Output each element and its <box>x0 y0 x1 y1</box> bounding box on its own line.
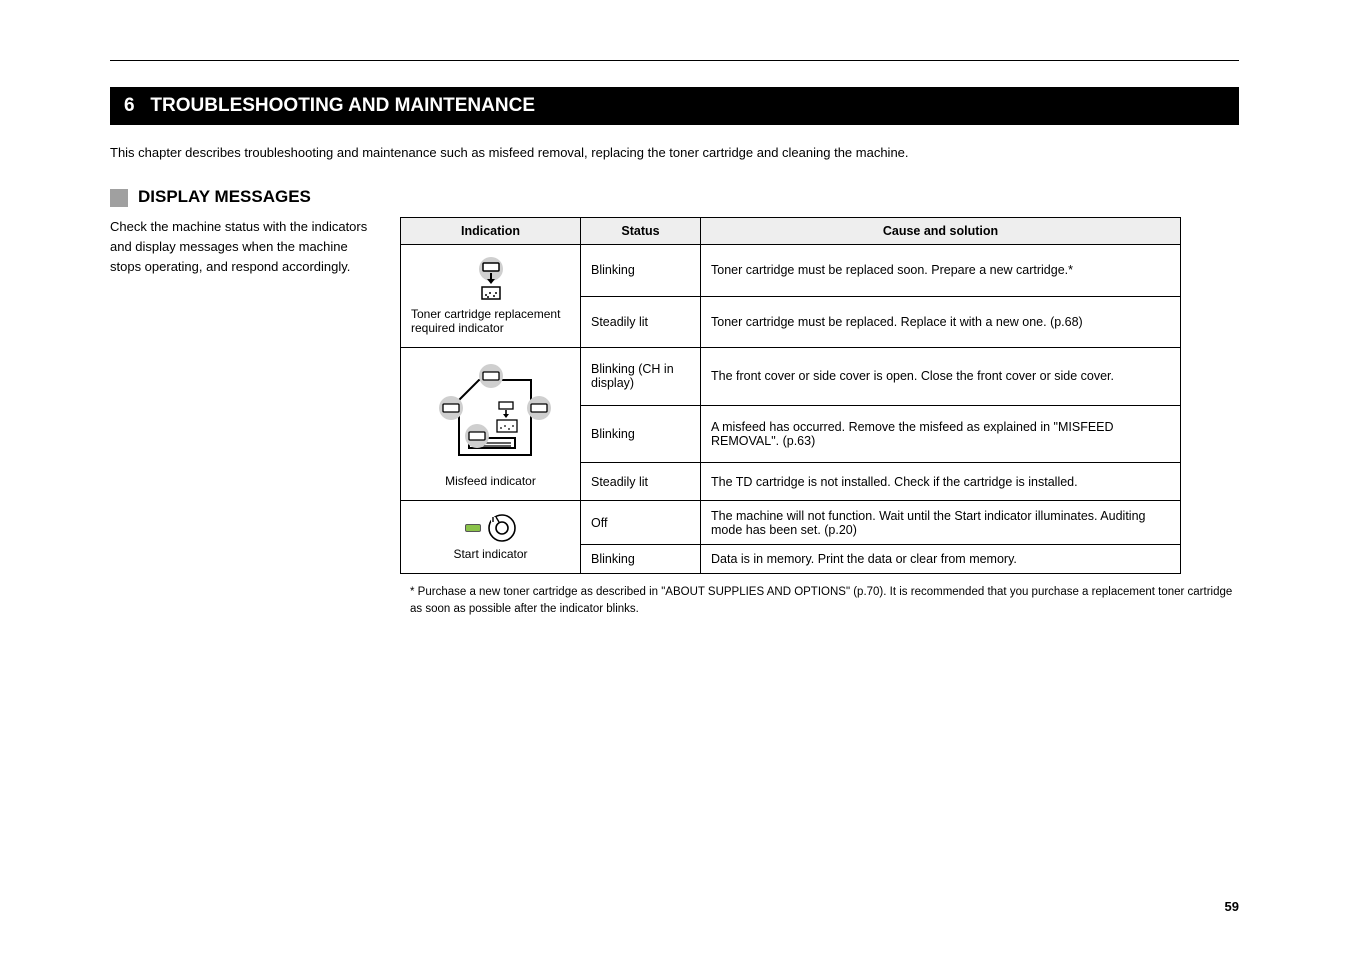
cell-status: Steadily lit <box>581 296 701 348</box>
cell-cause: Toner cartridge must be replaced soon. P… <box>701 245 1181 297</box>
chapter-title-bar: 6 TROUBLESHOOTING AND MAINTENANCE <box>110 87 1239 125</box>
cell-cause: The machine will not function. Wait unti… <box>701 501 1181 545</box>
chapter-title-number: 6 <box>124 95 135 116</box>
section-header: DISPLAY MESSAGES <box>110 187 1239 207</box>
section-text: Check the machine status with the indica… <box>110 217 380 277</box>
cell-status: Blinking <box>581 405 701 463</box>
cell-cause: The front cover or side cover is open. C… <box>701 348 1181 406</box>
table-row: Start indicator Off The machine will not… <box>401 501 1181 545</box>
cell-status: Blinking <box>581 245 701 297</box>
start-button-icon <box>487 513 517 543</box>
status-table: Indication Status Cause and solution <box>400 217 1181 574</box>
start-indicator-icon: Start indicator <box>411 507 570 567</box>
toner-indicator-label: Toner cartridge replacement required ind… <box>411 307 570 335</box>
start-indicator-label: Start indicator <box>453 547 527 561</box>
footnote: * Purchase a new toner cartridge as desc… <box>410 584 1239 619</box>
table-row: Toner cartridge replacement required ind… <box>401 245 1181 297</box>
top-rule <box>110 60 1239 61</box>
cell-status: Steadily lit <box>581 463 701 501</box>
misfeed-indicator-icon: Misfeed indicator <box>411 354 570 494</box>
cell-status: Blinking <box>581 545 701 574</box>
cell-cause: The TD cartridge is not installed. Check… <box>701 463 1181 501</box>
cell-status: Off <box>581 501 701 545</box>
chapter-intro: This chapter describes troubleshooting a… <box>110 143 1239 163</box>
table-row: Misfeed indicator Blinking (CH in displa… <box>401 348 1181 406</box>
cell-cause: Data is in memory. Print the data or cle… <box>701 545 1181 574</box>
section-title: DISPLAY MESSAGES <box>138 187 311 207</box>
cell-status: Blinking (CH in display) <box>581 348 701 406</box>
th-status: Status <box>581 218 701 245</box>
chapter-title-text: TROUBLESHOOTING AND MAINTENANCE <box>150 95 535 116</box>
start-led-icon <box>465 524 481 532</box>
th-indication: Indication <box>401 218 581 245</box>
section-marker <box>110 189 128 207</box>
page-number: 59 <box>1225 899 1239 914</box>
toner-indicator-icon: Toner cartridge replacement required ind… <box>411 251 570 341</box>
cell-cause: A misfeed has occurred. Remove the misfe… <box>701 405 1181 463</box>
cell-cause: Toner cartridge must be replaced. Replac… <box>701 296 1181 348</box>
th-cause: Cause and solution <box>701 218 1181 245</box>
misfeed-indicator-label: Misfeed indicator <box>445 474 536 488</box>
